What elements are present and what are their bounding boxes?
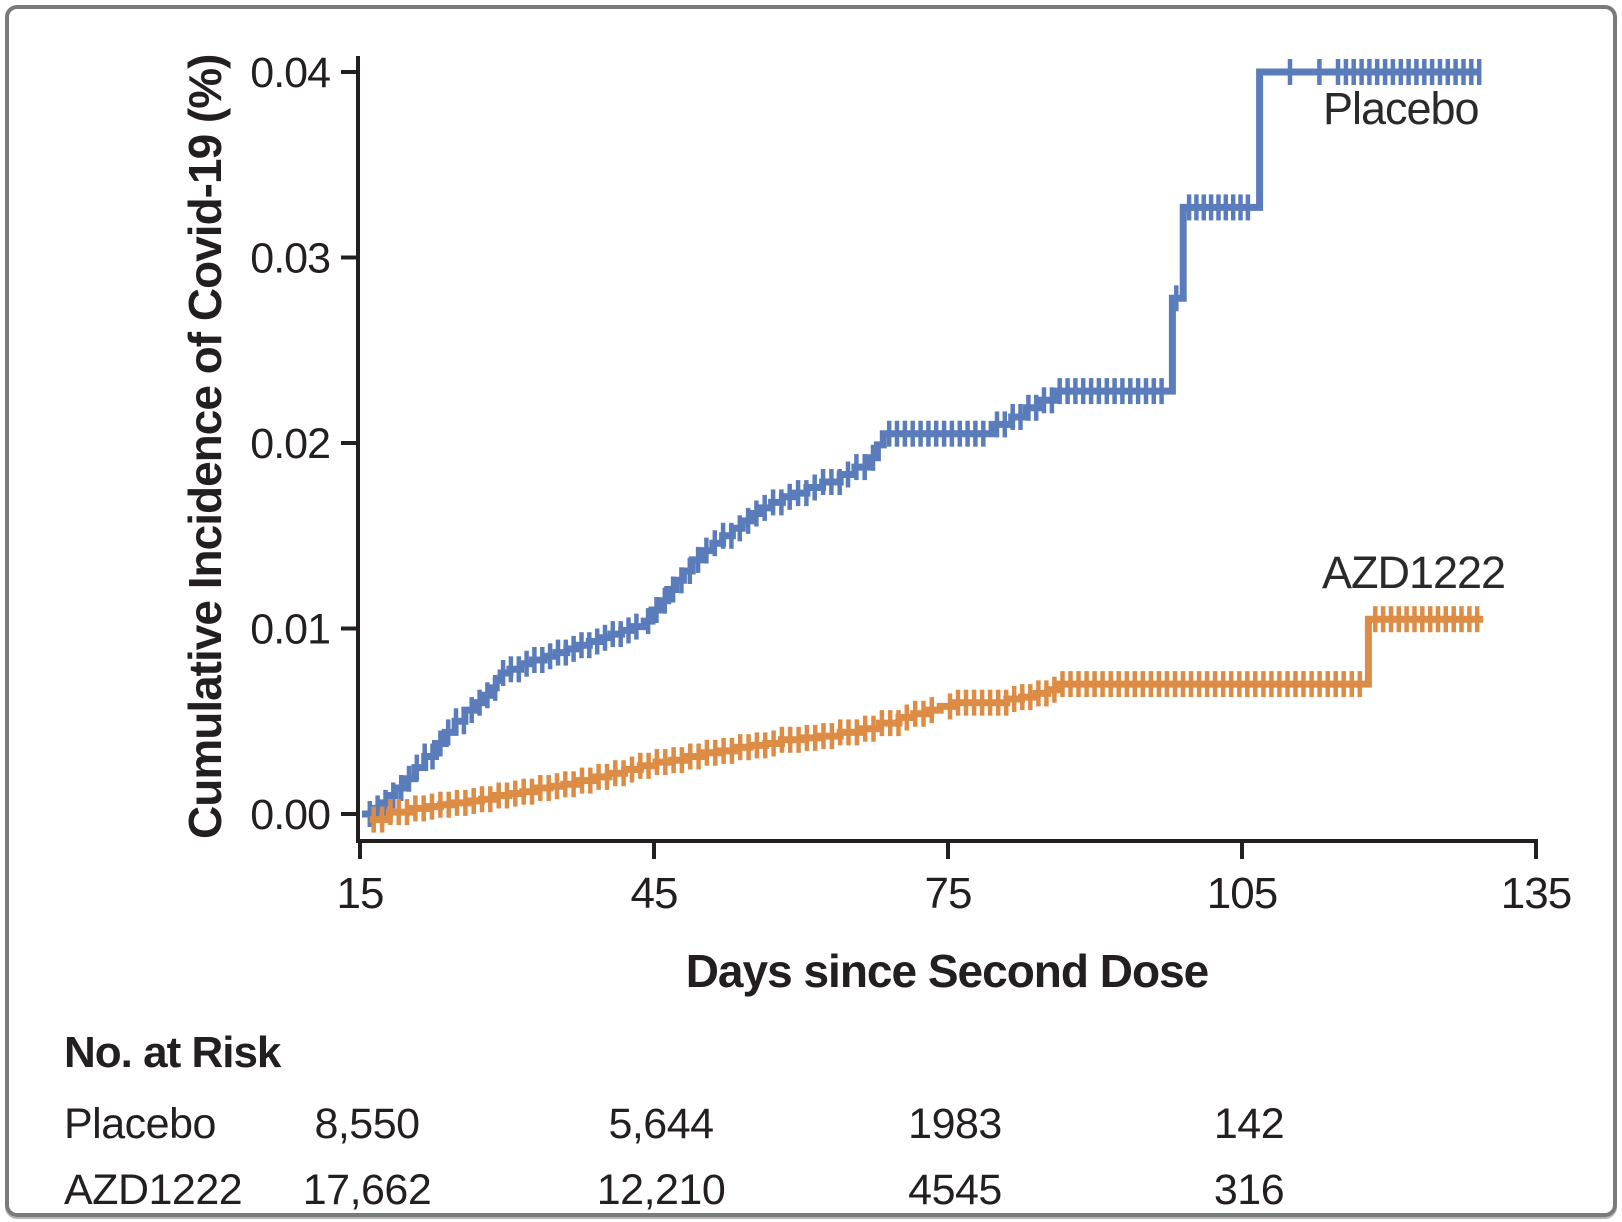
risk-value: 316 <box>1213 1166 1285 1214</box>
x-tick-label: 105 <box>1207 869 1277 918</box>
x-axis-title: Days since Second Dose <box>685 945 1210 997</box>
x-tick-label: 15 <box>337 869 384 918</box>
risk-value: 142 <box>1213 1100 1285 1148</box>
x-tick-label: 75 <box>925 869 972 918</box>
placebo-series-label: Placebo <box>1323 83 1479 134</box>
placebo-censor-marks <box>367 59 1482 827</box>
azd1222-curve <box>369 615 1484 824</box>
y-tick-label: 0.02 <box>250 420 330 468</box>
risk-row-label-azd1222: AZD1222 <box>64 1166 243 1214</box>
y-tick-label: 0.00 <box>250 791 330 839</box>
risk-value: 8,550 <box>314 1100 420 1148</box>
risk-row-label-placebo: Placebo <box>64 1100 216 1148</box>
risk-table-header: No. at Risk <box>64 1028 281 1077</box>
y-tick-label: 0.04 <box>250 49 330 97</box>
risk-value: 1983 <box>908 1100 1002 1148</box>
y-axis-title: Cumulative Incidence of Covid-19 (%) <box>179 54 231 839</box>
x-tick-label: 135 <box>1501 869 1571 918</box>
y-tick-label: 0.01 <box>250 606 330 654</box>
azd1222-series-label: AZD1222 <box>1322 547 1505 598</box>
risk-value: 12,210 <box>596 1166 726 1214</box>
azd1222-censor-marks <box>371 606 1480 833</box>
risk-value: 17,662 <box>302 1166 432 1214</box>
x-tick-label: 45 <box>631 869 678 918</box>
risk-value: 5,644 <box>608 1100 714 1148</box>
y-tick-label: 0.03 <box>250 235 330 283</box>
risk-value: 4545 <box>908 1166 1002 1214</box>
